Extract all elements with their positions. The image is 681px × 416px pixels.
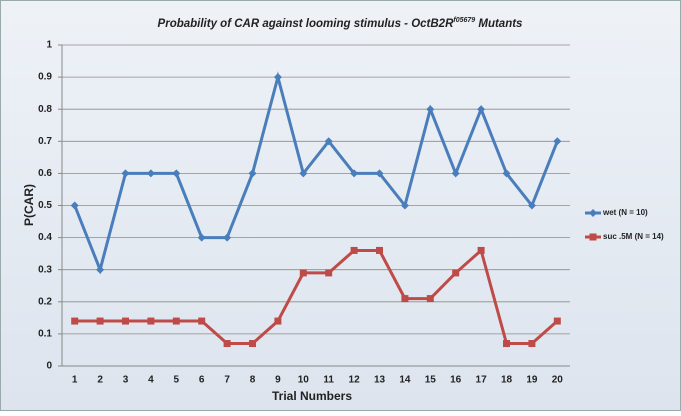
x-axis-label: Trial Numbers bbox=[272, 389, 352, 403]
point bbox=[589, 233, 597, 241]
y-tick-label: 0.9 bbox=[38, 72, 52, 83]
x-tick-label: 19 bbox=[526, 375, 538, 386]
point bbox=[198, 317, 206, 325]
x-tick-label: 2 bbox=[97, 375, 103, 386]
point bbox=[477, 105, 486, 114]
x-tick-label: 15 bbox=[425, 375, 437, 386]
x-tick-label: 12 bbox=[349, 375, 361, 386]
x-tick-label: 6 bbox=[199, 375, 205, 386]
x-tick-label: 9 bbox=[275, 375, 281, 386]
x-tick-label: 11 bbox=[323, 375, 334, 386]
point bbox=[350, 169, 359, 178]
point bbox=[589, 209, 597, 217]
point bbox=[400, 201, 409, 210]
y-tick-label: 0.2 bbox=[38, 296, 52, 307]
x-tick-label: 7 bbox=[224, 375, 230, 386]
title-superscript: f05679 bbox=[453, 17, 475, 24]
point bbox=[376, 246, 383, 254]
y-tick-label: 0 bbox=[46, 361, 52, 372]
title-suffix: Mutants bbox=[475, 18, 522, 30]
x-tick-label: 13 bbox=[374, 375, 386, 386]
point bbox=[452, 269, 460, 277]
point bbox=[223, 233, 232, 242]
title-text: Probability of CAR against looming stimu… bbox=[158, 18, 455, 30]
point bbox=[248, 169, 257, 178]
x-tick-label: 3 bbox=[123, 375, 129, 386]
x-tick-label: 4 bbox=[148, 375, 154, 386]
x-tick-label: 17 bbox=[476, 375, 488, 386]
x-tick-label: 20 bbox=[552, 375, 564, 386]
point bbox=[223, 340, 231, 348]
y-tick-label: 1 bbox=[46, 40, 52, 51]
point bbox=[350, 246, 358, 254]
x-tick-label: 18 bbox=[501, 375, 513, 386]
point bbox=[527, 201, 536, 210]
series-line bbox=[74, 247, 559, 346]
point bbox=[299, 169, 308, 178]
series-line bbox=[73, 71, 559, 275]
y-tick-label: 0.6 bbox=[38, 168, 52, 179]
point bbox=[249, 340, 256, 348]
point bbox=[121, 169, 130, 178]
point bbox=[451, 169, 460, 178]
point bbox=[325, 269, 333, 277]
point bbox=[147, 317, 155, 325]
point bbox=[502, 169, 511, 178]
point bbox=[273, 73, 282, 82]
point bbox=[426, 295, 434, 303]
legend-label: suc .5M (N = 14) bbox=[603, 232, 664, 241]
point bbox=[553, 317, 561, 325]
y-axis-label: P(CAR) bbox=[22, 184, 36, 226]
y-tick-label: 0.4 bbox=[38, 232, 52, 243]
y-tick-label: 0.5 bbox=[38, 200, 52, 211]
y-tick-label: 0.1 bbox=[38, 329, 52, 340]
y-tick-label: 0.7 bbox=[38, 136, 52, 147]
point bbox=[553, 137, 562, 146]
point bbox=[96, 265, 105, 274]
x-tick-label: 1 bbox=[72, 375, 78, 386]
point bbox=[401, 295, 409, 303]
point bbox=[477, 246, 485, 254]
x-tick-label: 14 bbox=[399, 375, 411, 386]
point bbox=[172, 317, 180, 325]
point bbox=[426, 105, 435, 114]
x-tick-label: 8 bbox=[250, 375, 256, 386]
chart-title: Probability of CAR against looming stimu… bbox=[158, 17, 523, 30]
y-tick-label: 0.8 bbox=[38, 104, 52, 115]
point bbox=[71, 317, 79, 325]
point bbox=[172, 169, 181, 178]
point bbox=[375, 169, 384, 178]
x-tick-label: 5 bbox=[174, 375, 180, 386]
point bbox=[299, 269, 307, 277]
point bbox=[528, 340, 536, 348]
point bbox=[324, 137, 333, 146]
point bbox=[197, 233, 206, 242]
point bbox=[274, 317, 282, 325]
point bbox=[96, 317, 104, 325]
point bbox=[146, 169, 155, 178]
point bbox=[503, 340, 510, 348]
point bbox=[70, 201, 79, 210]
point bbox=[122, 317, 129, 325]
y-tick-label: 0.3 bbox=[38, 264, 52, 275]
x-tick-label: 10 bbox=[298, 375, 310, 386]
legend-label: wet (N = 10) bbox=[602, 208, 648, 217]
x-tick-label: 16 bbox=[450, 375, 462, 386]
